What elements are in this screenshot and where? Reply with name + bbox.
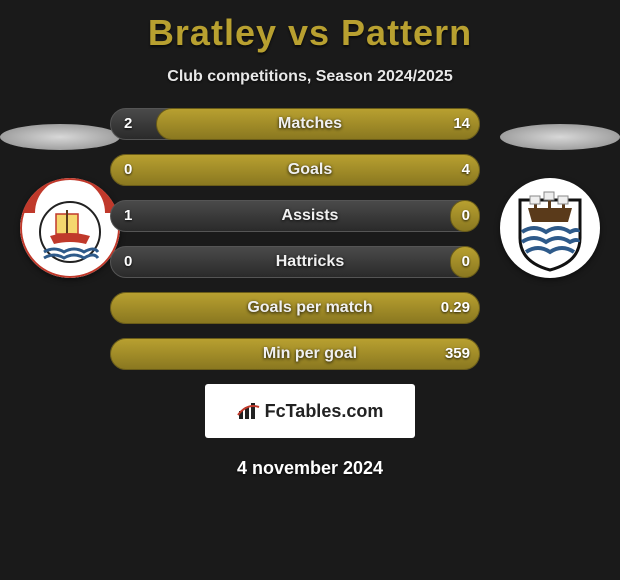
stat-value-left: 0 [124, 154, 132, 186]
stat-value-right: 14 [453, 108, 470, 140]
stat-value-right: 0 [462, 246, 470, 278]
stat-bar-left [110, 200, 480, 232]
stat-bar-left [110, 246, 480, 278]
page-title: Bratley vs Pattern [0, 0, 620, 54]
fctables-badge[interactable]: FcTables.com [205, 384, 415, 438]
stats-comparison-chart: 214Matches04Goals10Assists00Hattricks0.2… [0, 108, 620, 370]
stat-row: 04Goals [0, 154, 620, 186]
stat-row: 00Hattricks [0, 246, 620, 278]
fctables-label: FcTables.com [265, 401, 384, 422]
stat-value-left: 1 [124, 200, 132, 232]
stat-bar-right [110, 154, 480, 186]
bar-chart-icon [237, 401, 261, 421]
subtitle: Club competitions, Season 2024/2025 [0, 68, 620, 86]
stat-row: 10Assists [0, 200, 620, 232]
stat-bar-right [110, 292, 480, 324]
stat-value-right: 0 [462, 200, 470, 232]
stat-value-right: 0.29 [441, 292, 470, 324]
date-label: 4 november 2024 [0, 458, 620, 479]
stat-row: 0.29Goals per match [0, 292, 620, 324]
stat-value-left: 0 [124, 246, 132, 278]
stat-value-right: 4 [462, 154, 470, 186]
stat-row: 359Min per goal [0, 338, 620, 370]
stat-value-right: 359 [445, 338, 470, 370]
stat-value-left: 2 [124, 108, 132, 140]
stat-bar-right [110, 338, 480, 370]
stat-bar-right [156, 108, 480, 140]
stat-row: 214Matches [0, 108, 620, 140]
